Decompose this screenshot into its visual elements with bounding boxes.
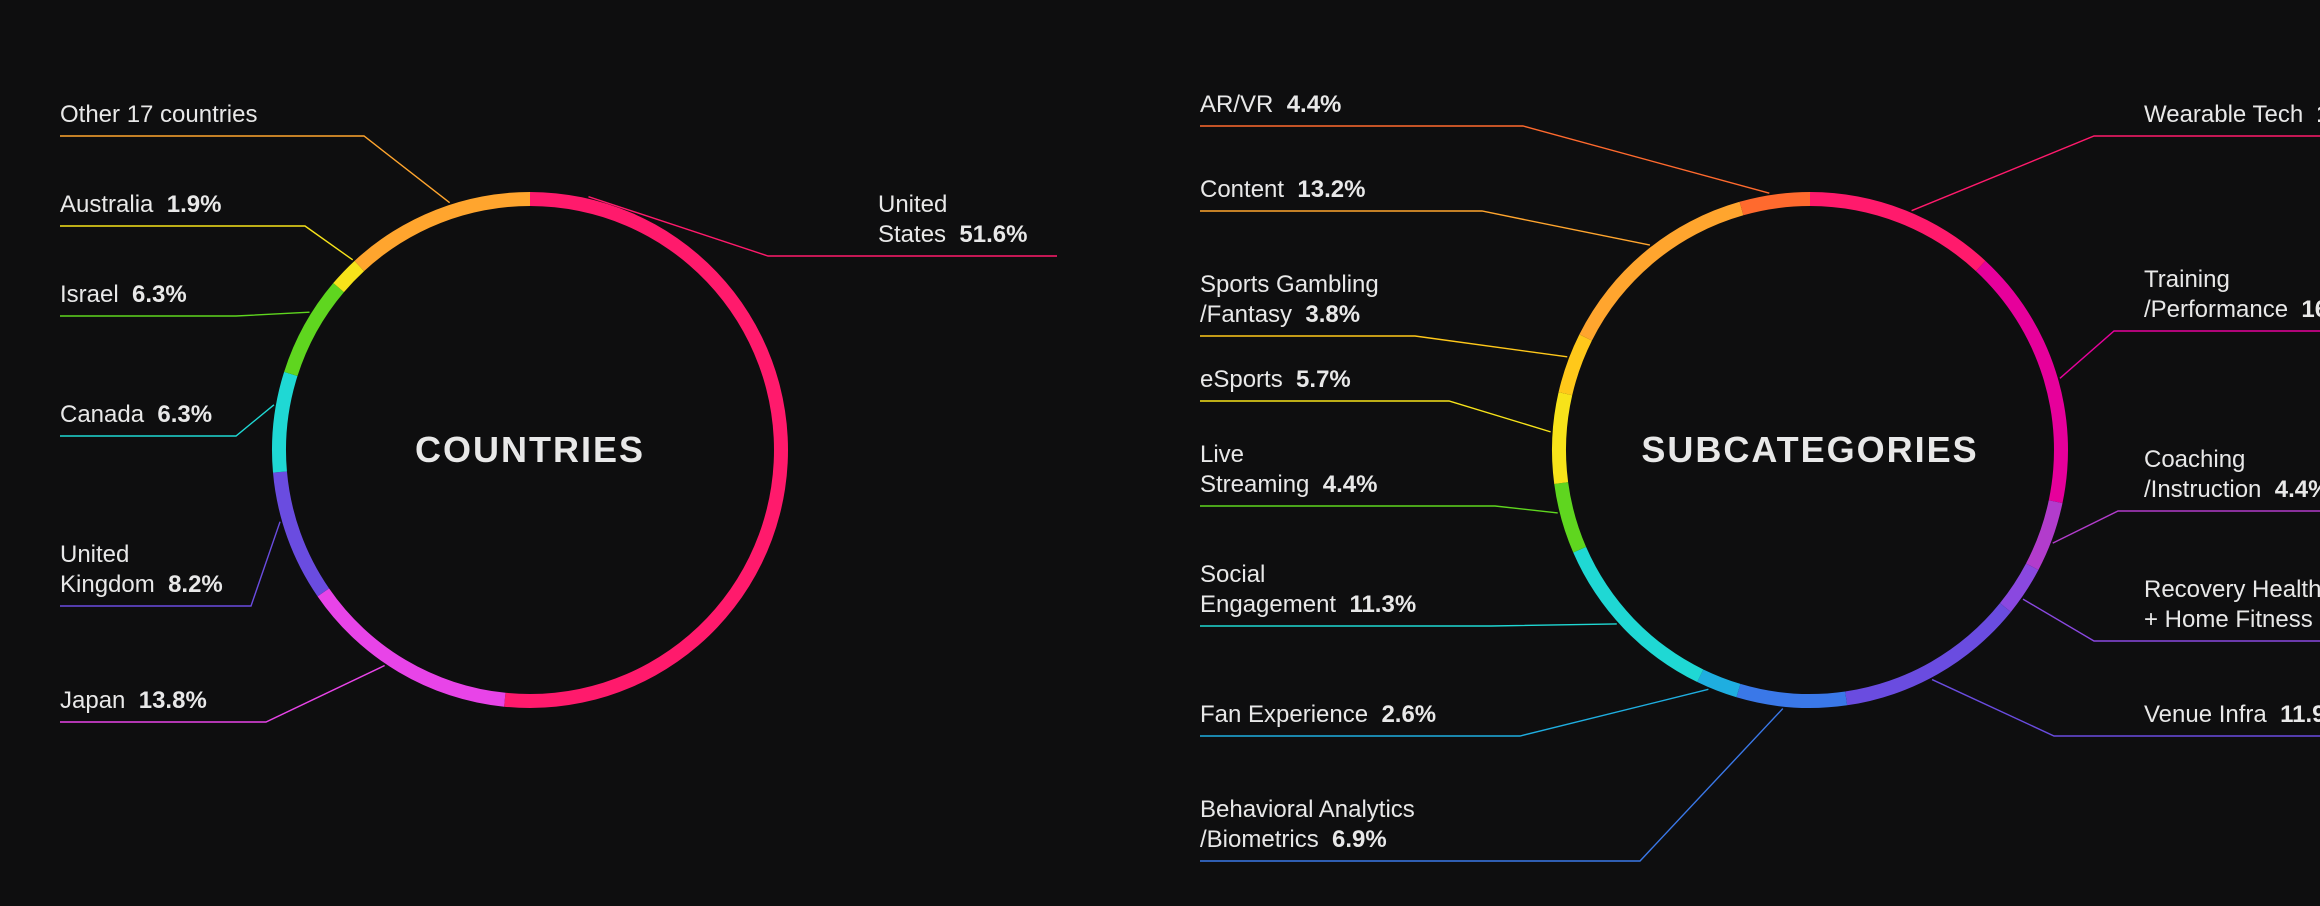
leader-line <box>1200 336 1567 357</box>
leader-line <box>1200 401 1551 432</box>
leader-line <box>1912 136 2320 211</box>
donut-slice <box>318 588 506 706</box>
slice-label: Canada 6.3% <box>60 400 212 430</box>
leader-line <box>1200 624 1617 626</box>
leader-line <box>2053 511 2320 543</box>
slice-label: Sports Gambling/Fantasy 3.8% <box>1200 270 1379 330</box>
leader-line <box>2060 331 2320 378</box>
donut-slice <box>1554 482 1586 552</box>
slice-label: Japan 13.8% <box>60 686 207 716</box>
slice-label: Israel 6.3% <box>60 280 187 310</box>
slice-label: Recovery Health+ Home Fitness 3.1% <box>2144 575 2320 635</box>
slice-label: Australia 1.9% <box>60 190 221 220</box>
donut-slice <box>1810 192 1985 271</box>
donut-slice <box>1736 684 1847 708</box>
leader-line <box>1200 506 1558 513</box>
slice-label: Fan Experience 2.6% <box>1200 700 1436 730</box>
donut-slice <box>1740 192 1810 215</box>
slice-label: Content 13.2% <box>1200 175 1365 205</box>
donut-slice <box>355 192 530 271</box>
leader-line <box>60 226 353 260</box>
chart-title: SUBCATEGORIES <box>1641 429 1978 471</box>
donut-slice <box>1845 603 2011 705</box>
donut-slice <box>1976 261 2068 503</box>
slice-label: UnitedStates 51.6% <box>878 190 1027 250</box>
slice-label: Training/Performance 16.4% <box>2144 265 2320 325</box>
slice-label: Other 17 countries <box>60 100 257 130</box>
slice-label: AR/VR 4.4% <box>1200 90 1341 120</box>
slice-label: eSports 5.7% <box>1200 365 1351 395</box>
donut-slice <box>2026 500 2062 570</box>
slice-label: Behavioral Analytics/Biometrics 6.9% <box>1200 795 1415 855</box>
slice-label: LiveStreaming 4.4% <box>1200 440 1377 500</box>
donut-slice <box>273 471 329 596</box>
chart-title: COUNTRIES <box>415 429 645 471</box>
chart-countries: COUNTRIES UnitedStates 51.6% Japan 13.8% U… <box>0 0 1160 906</box>
slice-label: Venue Infra 11.9% <box>2144 700 2320 730</box>
donut-slice <box>1697 669 1740 697</box>
leader-line <box>1200 211 1650 245</box>
donut-slice <box>1573 547 1703 682</box>
slice-label: Coaching/Instruction 4.4% <box>2144 445 2320 505</box>
donut-slice <box>1559 334 1592 395</box>
donut-slice <box>284 283 344 376</box>
donut-slice <box>1579 202 1743 341</box>
slice-label: Wearable Tech 11.9% <box>2144 100 2320 130</box>
donut-slice <box>1552 392 1572 484</box>
slice-label: UnitedKingdom 8.2% <box>60 540 223 600</box>
leader-line <box>60 312 310 316</box>
chart-subcategories: SUBCATEGORIES Wearable Tech 11.9% Trainin… <box>1160 0 2320 906</box>
slice-label: SocialEngagement 11.3% <box>1200 560 1416 620</box>
donut-slice <box>272 372 297 473</box>
